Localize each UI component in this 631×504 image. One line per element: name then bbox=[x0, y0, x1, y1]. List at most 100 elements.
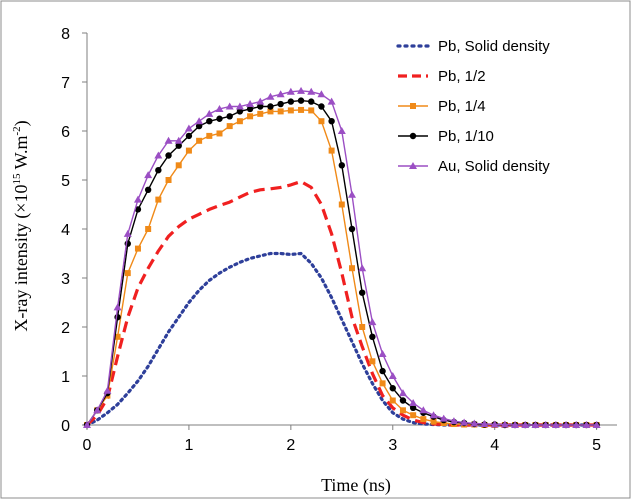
data-point bbox=[257, 103, 264, 110]
data-point bbox=[267, 103, 274, 110]
data-point bbox=[317, 90, 326, 98]
x-tick-label: 1 bbox=[184, 437, 193, 454]
data-point bbox=[134, 245, 141, 252]
y-axis-label: X-ray intensity (×1015 W.m-2) bbox=[11, 120, 32, 331]
data-point bbox=[572, 421, 581, 428]
y-axis-label-unit-exponent: -2 bbox=[11, 126, 23, 135]
y-tick-label: 5 bbox=[61, 173, 70, 190]
data-point bbox=[582, 421, 591, 428]
data-point bbox=[185, 147, 192, 154]
legend-marker bbox=[410, 103, 416, 109]
data-point bbox=[225, 102, 234, 110]
y-tick-label: 2 bbox=[61, 320, 70, 337]
legend-marker bbox=[409, 162, 417, 169]
data-point bbox=[247, 113, 254, 120]
data-point bbox=[236, 118, 243, 125]
y-tick-label: 0 bbox=[61, 418, 70, 435]
data-point bbox=[349, 265, 355, 272]
data-point bbox=[562, 421, 571, 428]
x-tick-label: 2 bbox=[286, 437, 295, 454]
data-point bbox=[358, 289, 366, 296]
data-point bbox=[337, 127, 346, 134]
data-point bbox=[460, 418, 469, 426]
data-point bbox=[175, 142, 182, 149]
data-point bbox=[470, 419, 479, 427]
y-tick-label: 6 bbox=[61, 124, 70, 141]
data-point bbox=[500, 420, 509, 428]
data-point bbox=[277, 108, 284, 115]
data-point bbox=[103, 386, 112, 394]
data-point bbox=[308, 98, 315, 105]
data-point bbox=[277, 100, 284, 108]
data-point bbox=[235, 102, 244, 110]
legend-item: Pb, 1/10 bbox=[398, 128, 494, 145]
legend-label: Pb, 1/10 bbox=[438, 128, 494, 145]
data-point bbox=[113, 303, 122, 311]
data-point bbox=[449, 417, 458, 425]
data-point bbox=[145, 226, 152, 232]
data-point bbox=[165, 152, 172, 159]
data-point bbox=[389, 385, 396, 392]
y-tick-label: 8 bbox=[61, 26, 70, 43]
data-point bbox=[399, 397, 407, 404]
data-point bbox=[348, 190, 356, 198]
data-point bbox=[184, 124, 193, 132]
series-group bbox=[83, 86, 601, 429]
data-point bbox=[196, 137, 203, 144]
legend-label: Pb, 1/2 bbox=[438, 68, 486, 85]
data-point bbox=[215, 104, 224, 112]
data-point bbox=[236, 108, 244, 115]
data-point bbox=[379, 380, 386, 387]
data-point bbox=[185, 132, 193, 140]
data-point bbox=[358, 264, 367, 272]
data-point bbox=[287, 107, 294, 114]
x-axis-label: Time (ns) bbox=[321, 475, 391, 496]
data-point bbox=[531, 421, 540, 428]
data-point bbox=[378, 349, 387, 357]
legend-item: Pb, 1/2 bbox=[398, 68, 486, 85]
data-point bbox=[257, 110, 264, 117]
data-point bbox=[123, 229, 132, 237]
x-tick-label: 5 bbox=[592, 437, 601, 454]
data-point bbox=[327, 97, 336, 105]
data-point bbox=[389, 397, 396, 404]
legend-label: Au, Solid density bbox=[438, 158, 550, 175]
data-point bbox=[206, 118, 213, 125]
legend-marker bbox=[409, 132, 417, 140]
data-point bbox=[318, 118, 325, 125]
data-point bbox=[205, 109, 214, 117]
legend: Pb, Solid density Pb, 1/2 Pb, 1/4 Pb, 1/10 A… bbox=[396, 38, 550, 175]
data-point bbox=[409, 398, 418, 406]
data-point bbox=[276, 90, 285, 98]
data-point bbox=[195, 122, 203, 130]
data-point bbox=[266, 92, 275, 100]
data-point bbox=[297, 97, 305, 104]
data-point bbox=[307, 87, 316, 95]
legend-item: Pb, Solid density bbox=[396, 38, 550, 55]
legend-item: Pb, 1/4 bbox=[398, 98, 486, 115]
data-point bbox=[134, 206, 142, 213]
data-point bbox=[328, 147, 335, 154]
data-point bbox=[410, 412, 417, 419]
data-point bbox=[368, 318, 377, 326]
data-point bbox=[551, 421, 560, 428]
data-point bbox=[490, 420, 499, 428]
y-tick-label: 7 bbox=[61, 75, 70, 92]
data-point bbox=[328, 118, 335, 125]
data-point bbox=[155, 196, 162, 203]
data-point bbox=[124, 270, 131, 277]
data-point bbox=[165, 177, 172, 183]
data-point bbox=[369, 358, 376, 365]
data-point bbox=[439, 414, 448, 422]
data-point bbox=[144, 171, 153, 179]
data-point bbox=[144, 186, 152, 193]
data-point bbox=[174, 136, 183, 144]
data-point bbox=[318, 103, 325, 110]
data-point bbox=[114, 314, 121, 321]
data-point bbox=[216, 115, 223, 122]
y-axis-label-close: ) bbox=[11, 120, 32, 126]
data-point bbox=[348, 225, 356, 233]
data-point bbox=[246, 100, 255, 108]
data-point bbox=[93, 406, 102, 414]
